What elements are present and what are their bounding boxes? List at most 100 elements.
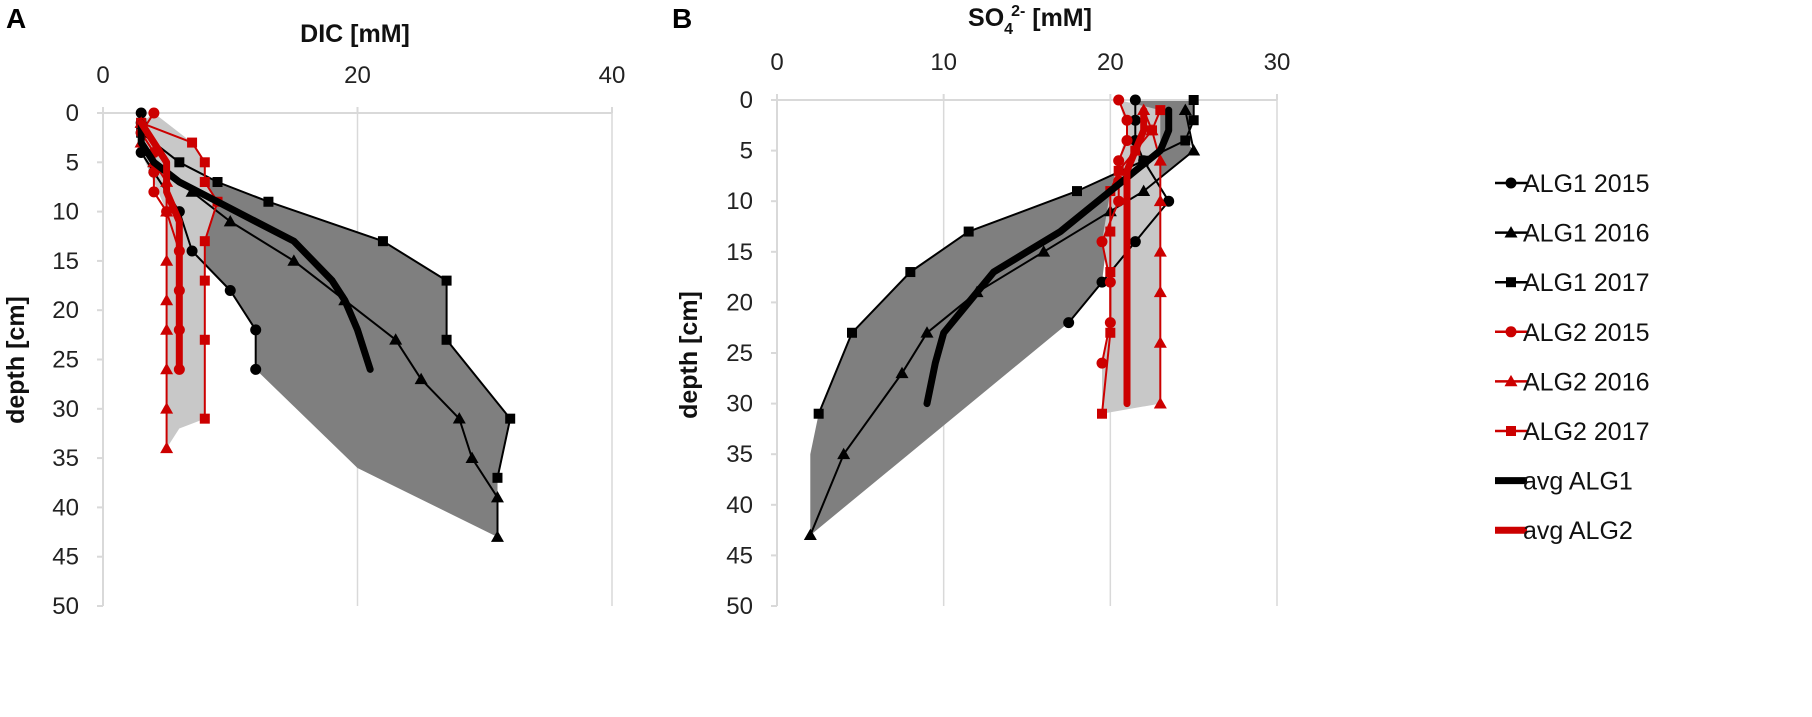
panel-b-point-alg2-2017-7 [1105,267,1116,278]
panel-b-x-tick-label-30: 30 [1264,49,1291,76]
panel-b-y-tick-label-30: 30 [726,391,753,418]
panel-b-point-alg2-2015-1 [1113,94,1125,106]
panel-b-point-alg2-2015-7 [1096,236,1108,248]
legend-marker-alg1-2017 [1506,277,1516,288]
panel-a-point-alg1-2015-1 [135,107,147,119]
panel-b-point-alg2-2017-8 [1105,327,1116,338]
panel-b-y-tick-label-40: 40 [726,492,753,519]
panel-b-point-alg2-2015-10 [1096,357,1108,369]
panel-b-point-alg1-2017-9 [813,408,824,419]
panel-a-point-alg1-2016-8 [389,333,403,345]
panel-b-point-alg1-2016-3 [1137,184,1151,196]
legend-label-alg1-2016: ALG1 2016 [1523,220,1650,248]
panel-b-y-tick-label-25: 25 [726,340,753,367]
panel-b-point-alg1-2016-8 [895,366,909,379]
panel-a-point-alg1-2016-12 [490,491,504,503]
panel-b-point-alg1-2015-1 [1129,94,1141,106]
panel-b-y-axis-title: depth [cm] [675,291,703,419]
panel-b-point-alg1-2017-2 [1188,115,1199,126]
panel-b-y-tick-label-0: 0 [740,87,753,114]
panel-b-point-alg1-2017-8 [847,327,857,338]
panel-b-y-tick-label-20: 20 [726,289,753,316]
panel-a-point-alg2-2017-4 [199,177,210,188]
panel-b-point-alg1-2015-5 [1163,195,1175,207]
panel-a-point-alg1-2015-7 [186,245,198,257]
panel-a-point-alg2-2017-3 [199,157,210,168]
panel-b-point-alg2-2016-3 [1153,154,1167,166]
panel-a-point-alg1-2017-5 [263,196,274,207]
legend-item-alg2-2017: ALG2 2017 [1495,418,1650,446]
panel-b-series-avg-alg2 [1123,106,1148,408]
panel-b-y-tick-label-15: 15 [726,239,753,266]
panel-a-letter: A [6,3,26,34]
legend: ALG1 2015 ALG1 2016 ALG1 2017 ALG2 2015 ALG2… [1495,170,1650,545]
legend-label-avg-alg2: avg ALG2 [1523,517,1633,545]
panel-b-point-alg1-2016-2 [1187,144,1201,156]
panel-b-point-alg2-2015-4 [1113,155,1125,167]
panel-b-title-superscript: 2- [1011,3,1025,20]
panel-a-line-avg-alg1 [137,119,374,373]
panel-b-point-alg1-2016-7 [920,326,934,338]
panel-b-series-avg-alg1 [923,106,1173,408]
panel-b-line-alg1-2016 [809,109,1195,537]
panel-b-title-subscript: 4 [1004,21,1013,38]
panel-a-series [134,107,516,542]
panel-a-y-tick-label-10: 10 [52,199,79,226]
panel-b-series [803,94,1201,541]
panel-b-line-alg2-2016 [1142,109,1162,405]
panel-a-y-axis-title: depth [cm] [2,296,30,424]
panel-a-point-alg1-2016-5 [223,214,237,227]
legend-label-alg2-2017: ALG2 2017 [1523,418,1650,446]
panel-a-series-avg-alg1 [137,119,374,373]
panel-a-point-alg2-2017-9 [199,413,210,424]
legend-marker-alg1-2015 [1505,177,1517,189]
panel-b-x-tick-label-20: 20 [1097,49,1124,76]
legend-item-alg2-2015: ALG2 2015 [1495,319,1650,347]
panel-a-point-alg1-2016-6 [287,254,301,266]
panel-a-y-tick-label-30: 30 [52,396,79,423]
panel-b-point-alg2-2016-6 [1153,285,1167,298]
legend-item-alg1-2016: ALG1 2016 [1495,220,1650,248]
panel-a-point-alg2-2016-6 [160,254,174,266]
panel-a-point-alg2-2015-5 [148,186,160,198]
panel-a-point-alg1-2016-11 [465,451,479,463]
panel-b-line-avg-alg1 [923,106,1173,408]
panel-b-point-alg1-2016-1 [1178,103,1192,115]
panel-a-x-tick-label-40: 40 [599,62,626,89]
panel-a-y-tick-label-25: 25 [52,347,79,374]
panel-a-axes [97,107,613,607]
panel-a-y-tick-label-0: 0 [66,100,79,127]
panel-b-y-tick-label-5: 5 [740,138,753,165]
panel-a-y-tick-label-20: 20 [52,297,79,324]
panel-b-point-alg2-2016-7 [1153,336,1167,348]
panel-a-point-alg2-2016-10 [160,402,174,414]
panel-a-x-tick-label-20: 20 [344,62,371,89]
panel-b-point-alg1-2015-8 [1063,317,1075,329]
panel-a-point-alg2-2016-11 [160,441,174,454]
panel-a-point-alg2-2017-7 [199,275,210,286]
panel-b-point-alg2-2017-1 [1155,105,1166,116]
legend-item-alg2-2016: ALG2 2016 [1495,368,1650,396]
panel-a-point-alg2-2016-5 [160,205,174,217]
panel-a-point-alg1-2015-9 [250,324,262,336]
panel-b-title-main: SO [968,4,1004,32]
panel-b-point-alg1-2016-10 [803,528,817,541]
legend-label-alg2-2015: ALG2 2015 [1523,319,1650,347]
panel-b-line-avg-alg2 [1123,106,1148,408]
panel-b: B SO42- [mM] depth [cm] 0 10 20 30 0 5 10 15 20 2… [672,3,1290,620]
panel-b-point-alg2-2016-4 [1153,194,1167,207]
legend-marker-alg2-2016 [1504,374,1518,387]
panel-a-y-tick-label-50: 50 [52,593,79,620]
panel-a-point-alg2-2016-9 [160,362,174,375]
panel-a-y-tick-label-45: 45 [52,544,79,571]
panel-b-point-alg2-2017-9 [1097,408,1107,419]
panel-a-point-alg1-2017-8 [441,334,452,345]
panel-a-point-alg2-2017-6 [199,236,210,247]
legend-label-alg1-2017: ALG1 2017 [1523,269,1650,297]
panel-b-point-alg2-2015-6 [1113,195,1125,207]
panel-a-y-tick-label-5: 5 [66,149,79,176]
panel-b-point-alg2-2016-5 [1153,245,1167,257]
panel-a-point-alg1-2017-9 [505,413,516,424]
panel-a-point-alg1-2017-3 [174,157,185,168]
panel-b-y-tick-label-10: 10 [726,188,753,215]
